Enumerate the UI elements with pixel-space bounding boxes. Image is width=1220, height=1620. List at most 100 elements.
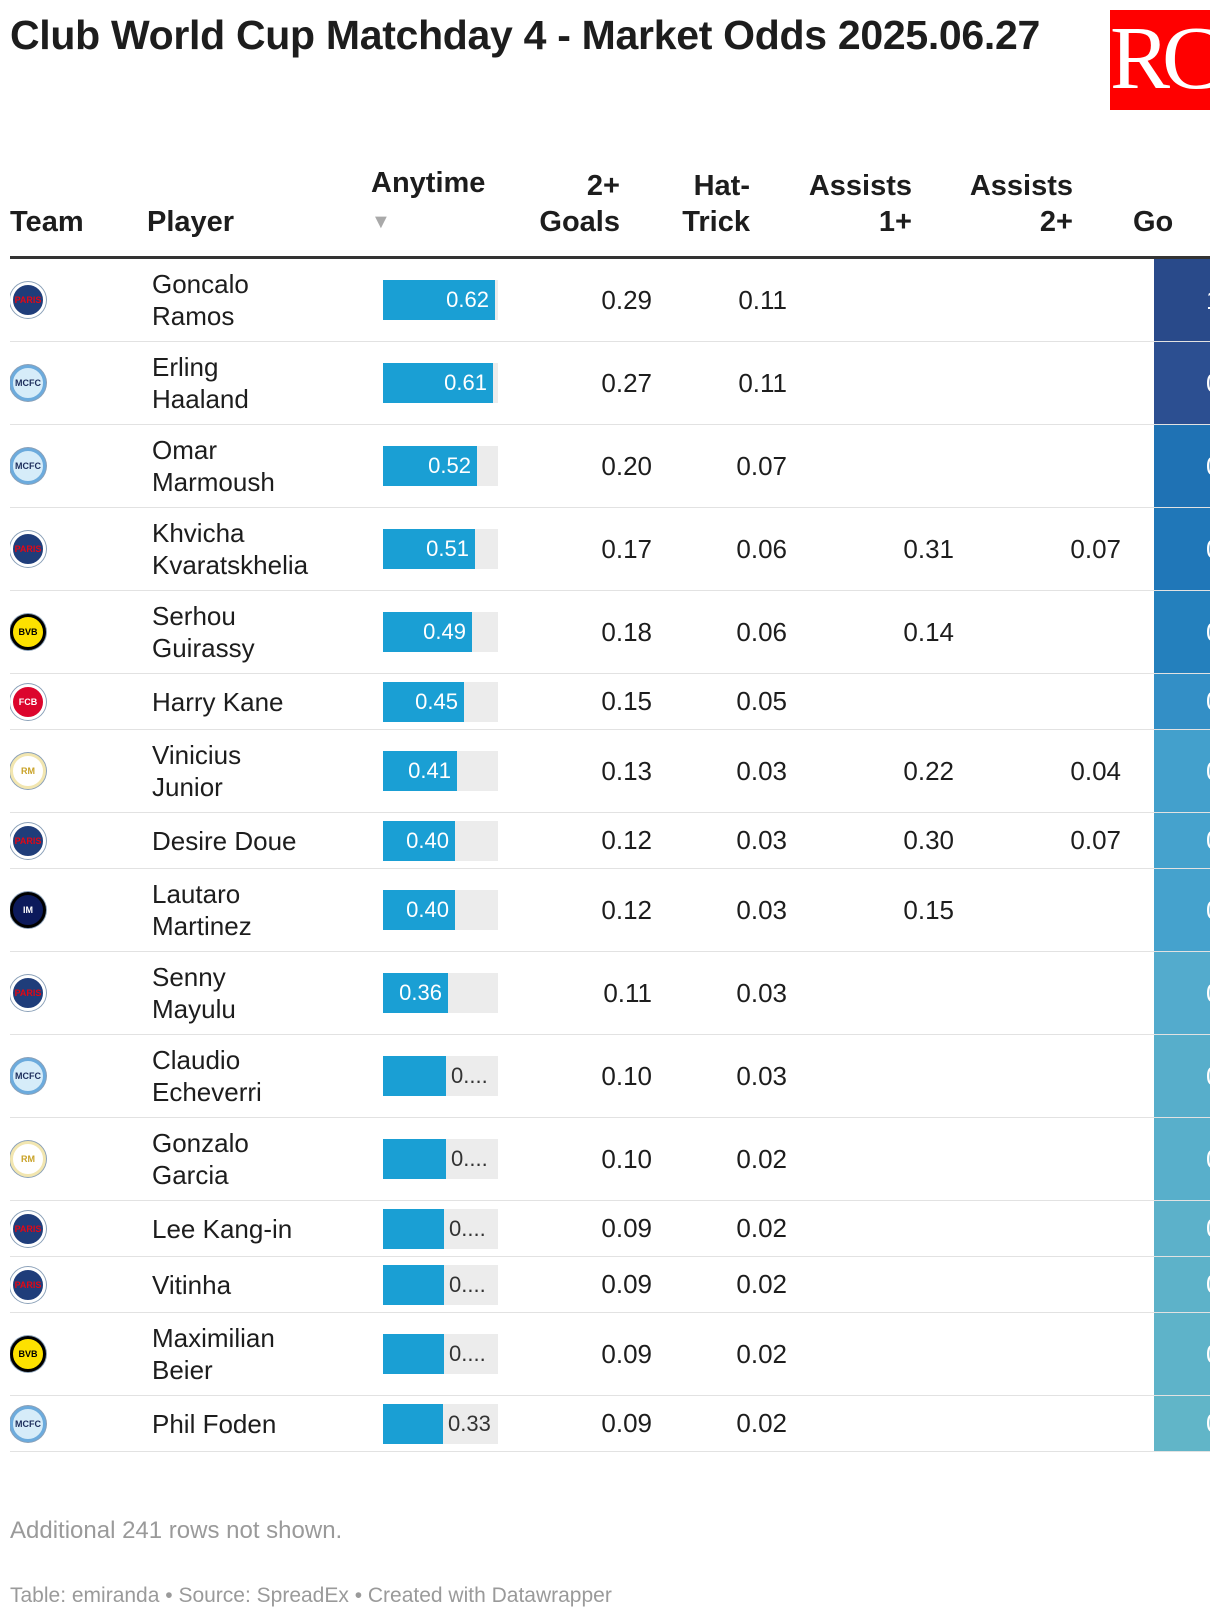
anytime-cell: 0.45	[383, 674, 498, 729]
anytime-bar-track: 0.45	[383, 681, 498, 722]
team-crest-icon: RM	[10, 753, 46, 789]
goals-2plus-value: 0.17	[601, 533, 652, 564]
rows-not-shown-note: Additional 241 rows not shown.	[10, 1517, 343, 1544]
anytime-bar	[383, 890, 455, 930]
team-crest-icon: PARIS	[10, 282, 46, 318]
anytime-value: 0.45	[415, 688, 458, 714]
team-cell: MCFC	[10, 1035, 50, 1117]
go-heat-cell: 0	[1154, 813, 1210, 868]
goals-2plus-value: 0.12	[601, 894, 652, 925]
goals-2plus-value: 0.13	[601, 755, 652, 786]
team-cell: MCFC	[10, 342, 50, 424]
goals-2plus-value: 0.09	[601, 1213, 652, 1243]
go-heat-cell: 0	[1154, 425, 1210, 507]
anytime-value: 0....	[451, 1063, 488, 1088]
anytime-bar-track: 0.61	[383, 363, 498, 403]
hat-trick-value: 0.02	[736, 1338, 787, 1369]
anytime-bar-track: 0....	[383, 1139, 498, 1179]
rc-logo: RC	[1110, 10, 1210, 110]
hat-trick-value: 0.07	[736, 450, 787, 481]
team-cell: BVB	[10, 591, 50, 673]
assists-1plus-value	[787, 674, 954, 729]
team-crest-icon: IM	[10, 892, 46, 928]
team-cell: RM	[10, 1118, 50, 1200]
anytime-bar-track: 0....	[383, 1208, 498, 1249]
assists-2plus-value	[954, 1313, 1121, 1395]
go-heat-cell: 0	[1154, 508, 1210, 590]
anytime-cell: 0.49	[383, 591, 498, 673]
team-cell: PARIS	[10, 508, 50, 590]
goals-2plus-value: 0.09	[601, 1338, 652, 1369]
team-crest-icon: BVB	[10, 1336, 46, 1372]
header-team[interactable]: Team	[10, 206, 84, 238]
assists-1plus-value	[787, 1035, 954, 1117]
team-crest-icon: MCFC	[10, 448, 46, 484]
team-crest-icon: PARIS	[10, 1210, 46, 1247]
anytime-bar	[383, 1334, 444, 1374]
assists-1plus-value: 0.31	[903, 533, 954, 564]
team-crest-icon: PARIS	[10, 531, 46, 567]
anytime-bar	[383, 1056, 446, 1096]
player-name: Vinicius Junior	[152, 740, 242, 802]
assists-2plus-value	[954, 1257, 1121, 1312]
goals-2plus-value: 0.09	[601, 1269, 652, 1299]
header-2plus-goals[interactable]: 2+ Goals	[539, 170, 620, 238]
anytime-value: 0.49	[423, 619, 466, 644]
odds-table: Team Player Anytime ▼ 2+ Goals Hat- Trick…	[10, 160, 1210, 1500]
player-name: Senny Mayulu	[152, 962, 236, 1024]
table-header: Team Player Anytime ▼ 2+ Goals Hat- Trick…	[10, 160, 1210, 259]
anytime-cell: 0....	[383, 1035, 498, 1117]
anytime-value: 0.52	[428, 453, 471, 478]
player-name: Erling Haaland	[152, 352, 249, 414]
assists-2plus-value: 0.07	[1070, 533, 1121, 564]
player-name: Gonzalo Garcia	[152, 1128, 249, 1190]
header-assists-2plus[interactable]: Assists 2+	[969, 170, 1073, 238]
header-hat-trick[interactable]: Hat- Trick	[682, 170, 750, 238]
table-row: PARIS Vitinha 0.... 0.09 0.02 0	[10, 1257, 1210, 1313]
anytime-cell: 0....	[383, 1201, 498, 1256]
anytime-bar-track: 0.49	[383, 612, 498, 652]
anytime-value: 0.40	[406, 827, 449, 853]
anytime-bar	[383, 1264, 444, 1305]
go-heat-cell: 0	[1154, 730, 1210, 812]
go-heat-cell: 1	[1154, 259, 1210, 341]
team-cell: MCFC	[10, 1396, 50, 1451]
team-crest-icon: MCFC	[10, 1405, 46, 1442]
anytime-cell: 0.33	[383, 1396, 498, 1451]
table-row: PARIS Desire Doue 0.40 0.12 0.03 0.30 0.07 0	[10, 813, 1210, 869]
anytime-bar-track: 0....	[383, 1334, 498, 1374]
go-heat-cell: 0	[1154, 869, 1210, 951]
header-anytime-label: Anytime	[371, 167, 486, 199]
header-player[interactable]: Player	[147, 206, 235, 238]
anytime-bar-track: 0.33	[383, 1403, 498, 1444]
table-row: PARIS Khvicha Kvaratskhelia 0.51 0.17 0.06 0.3…	[10, 508, 1210, 591]
team-cell: RM	[10, 730, 50, 812]
go-heat-cell: 0	[1154, 342, 1210, 424]
player-name: Omar Marmoush	[152, 435, 275, 497]
goals-2plus-value: 0.20	[601, 450, 652, 481]
assists-1plus-value	[787, 1313, 954, 1395]
goals-2plus-value: 0.12	[601, 825, 652, 855]
goals-2plus-value: 0.10	[601, 1143, 652, 1174]
anytime-bar	[383, 446, 477, 486]
header-anytime[interactable]: Anytime ▼	[371, 165, 485, 240]
header-go[interactable]: Go	[1133, 206, 1174, 238]
anytime-value: 0....	[449, 1215, 486, 1241]
player-name: Claudio Echeverri	[152, 1045, 262, 1107]
team-cell: PARIS	[10, 1257, 50, 1312]
anytime-cell: 0.36	[383, 952, 498, 1034]
hat-trick-value: 0.02	[736, 1408, 787, 1438]
go-heat-cell: 0	[1154, 1118, 1210, 1200]
anytime-bar	[383, 280, 495, 320]
assists-1plus-value	[787, 1257, 954, 1312]
hat-trick-value: 0.02	[736, 1143, 787, 1174]
team-cell: PARIS	[10, 813, 50, 868]
hat-trick-value: 0.03	[736, 894, 787, 925]
assists-2plus-value	[954, 869, 1121, 951]
header-assists-1plus[interactable]: Assists 1+	[808, 170, 912, 238]
anytime-value: 0....	[451, 1146, 488, 1171]
anytime-value: 0.41	[408, 758, 451, 783]
anytime-bar	[383, 1403, 443, 1444]
